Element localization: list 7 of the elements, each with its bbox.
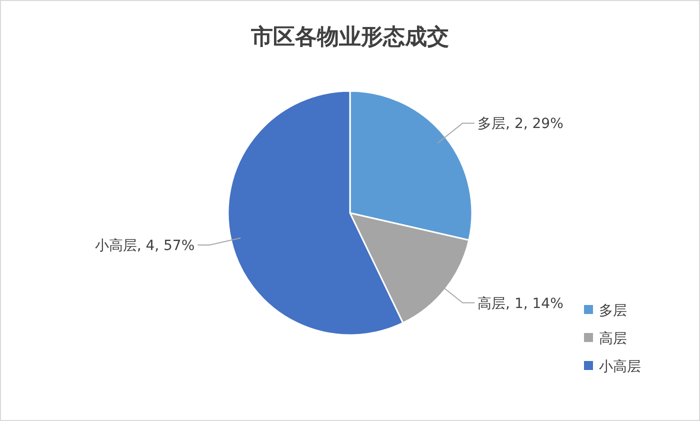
data-label: 多层, 2, 29% (478, 116, 564, 132)
legend-label: 小高层 (599, 359, 641, 375)
legend-label: 高层 (599, 331, 627, 347)
data-label: 小高层, 4, 57% (94, 238, 195, 254)
data-label: 高层, 1, 14% (478, 296, 564, 312)
legend-label: 多层 (599, 303, 627, 319)
chart-title: 市区各物业形态成交 (250, 24, 449, 50)
